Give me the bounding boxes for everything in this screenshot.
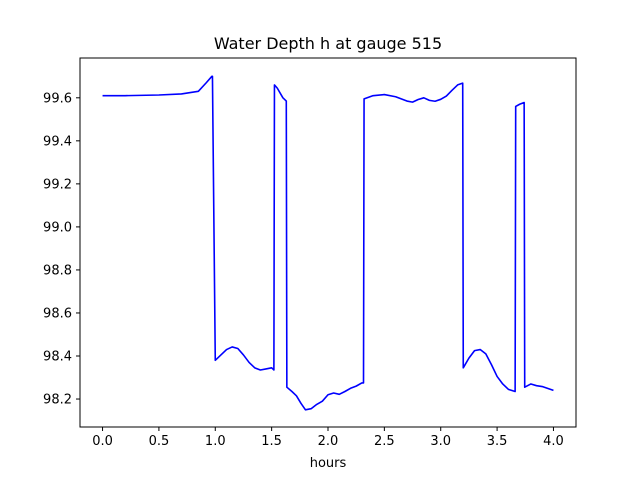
plot-frame (79, 57, 577, 428)
y-tick-label: 98.8 (43, 263, 72, 278)
y-tick-label: 99.0 (43, 220, 72, 235)
chart-title: Water Depth h at gauge 515 (214, 34, 442, 53)
x-tick-label: 3.5 (487, 434, 508, 449)
x-tick-label: 0.5 (149, 434, 170, 449)
y-tick-label: 99.2 (43, 177, 72, 192)
x-tick-label: 4.0 (543, 434, 564, 449)
x-tick-label: 3.0 (430, 434, 451, 449)
x-axis-label: hours (310, 456, 347, 471)
x-tick-label: 1.0 (205, 434, 226, 449)
y-tick-label: 98.6 (43, 306, 72, 321)
y-tick-label: 98.4 (43, 349, 72, 364)
y-tick-label: 99.6 (43, 91, 72, 106)
x-tick-label: 2.5 (374, 434, 395, 449)
y-tick-label: 99.4 (43, 134, 72, 149)
y-tick-label: 98.2 (43, 393, 72, 408)
series-line-0 (102, 75, 554, 411)
x-tick-label: 2.0 (318, 434, 339, 449)
x-tick-label: 1.5 (261, 434, 282, 449)
x-tick-label: 0.0 (92, 434, 113, 449)
